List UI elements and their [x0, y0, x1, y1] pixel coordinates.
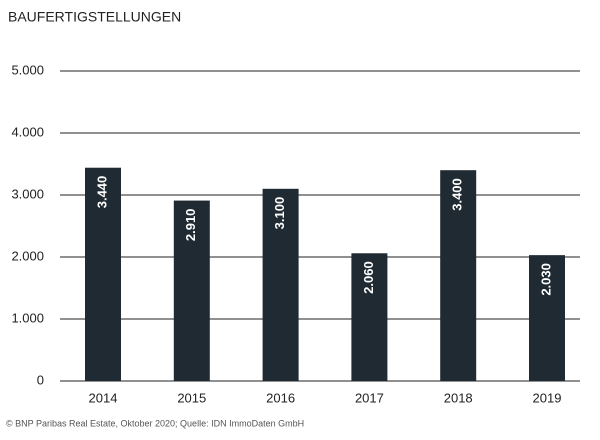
x-tick-label: 2018: [444, 390, 473, 405]
value-label: 3.440: [94, 176, 109, 209]
x-tick-label: 2017: [355, 390, 384, 405]
value-label: 3.400: [450, 178, 465, 211]
x-tick-label: 2019: [533, 390, 562, 405]
y-tick-label: 3.000: [11, 186, 44, 201]
x-tick-label: 2016: [266, 390, 295, 405]
bar: [351, 253, 388, 381]
y-tick-label: 1.000: [11, 310, 44, 325]
bar: [440, 170, 477, 381]
y-tick-label: 4.000: [11, 124, 44, 139]
source-note: © BNP Paribas Real Estate, Oktober 2020;…: [6, 418, 304, 428]
bar: [173, 200, 210, 381]
value-label: 2.910: [183, 209, 198, 242]
chart-title: BAUFERTIGSTELLUNGEN: [8, 9, 181, 25]
value-label: 3.100: [272, 197, 287, 230]
bar: [262, 188, 299, 381]
value-label: 2.060: [361, 261, 376, 294]
bar: [529, 255, 565, 381]
x-tick-label: 2014: [89, 390, 118, 405]
y-tick-label: 5.000: [11, 62, 44, 77]
value-label: 2.030: [538, 263, 553, 296]
bar: [85, 167, 121, 381]
y-tick-label: 0: [37, 372, 44, 387]
y-tick-label: 2.000: [11, 248, 44, 263]
x-tick-label: 2015: [177, 390, 206, 405]
